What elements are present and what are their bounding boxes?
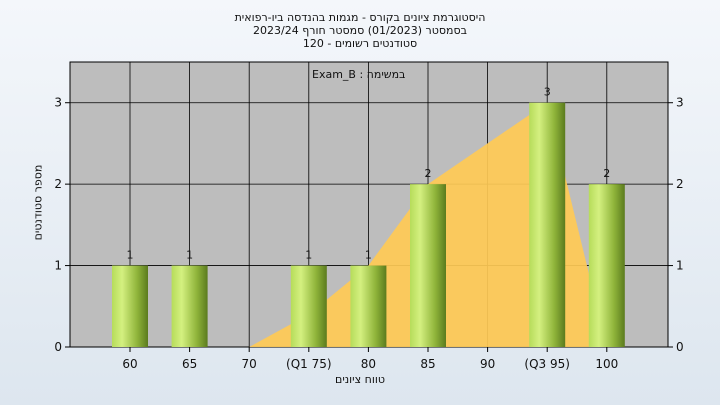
bar: [410, 184, 446, 347]
y-tick-label-left: 2: [54, 177, 62, 191]
bar: [112, 265, 148, 347]
bar-value-label: 1: [127, 249, 134, 262]
x-tick-label: 90: [480, 357, 495, 371]
chart-title-line-2: בסמסטר (01/2023) סמסטר חורף 2023/24: [253, 24, 467, 37]
bar-value-label: 1: [186, 249, 193, 262]
bar-value-label: 1: [365, 249, 372, 262]
bar: [171, 265, 208, 347]
y-tick-label-right: 2: [676, 177, 684, 191]
bar: [588, 184, 625, 347]
y-axis-label: מספר סטודנטים: [31, 164, 45, 241]
bar-value-label: 1: [305, 249, 312, 262]
x-tick-label: 65: [182, 357, 197, 371]
chart-title-line-3: סטודנטים רשומים - 120: [302, 37, 418, 50]
chart-annotation: במשימה : Exam_B: [312, 68, 406, 81]
bar-value-label: 2: [603, 167, 610, 180]
chart-title-line-1: היסטוגרמת ציונים בקורס - מגמות בהנדסה בי…: [234, 11, 486, 24]
x-tick-label: 80: [361, 357, 376, 371]
bar: [290, 265, 327, 347]
bar-value-label: 2: [425, 167, 432, 180]
bar: [529, 102, 566, 347]
bar-value-label: 3: [544, 86, 551, 99]
x-tick-label: 100: [595, 357, 618, 371]
x-tick-label: 85: [420, 357, 435, 371]
y-tick-label-right: 0: [676, 340, 684, 354]
x-tick-label: (Q3 95): [524, 357, 570, 371]
y-tick-label-left: 0: [54, 340, 62, 354]
x-tick-label: (Q1 75): [286, 357, 332, 371]
x-axis-label: טווח ציונים: [335, 373, 385, 386]
y-tick-label-left: 3: [54, 96, 62, 110]
y-tick-label-left: 1: [54, 259, 62, 273]
bar: [350, 265, 387, 347]
x-tick-label: 60: [122, 357, 137, 371]
y-tick-label-right: 3: [676, 96, 684, 110]
y-tick-label-right: 1: [676, 259, 684, 273]
area-series: [130, 102, 607, 347]
x-tick-label: 70: [242, 357, 257, 371]
